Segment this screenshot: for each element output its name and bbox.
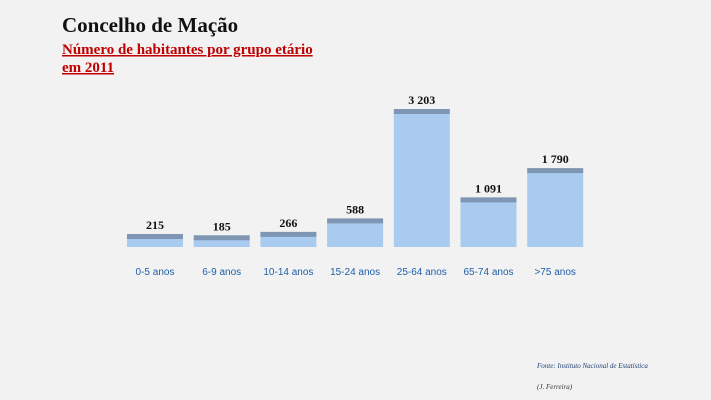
bar [193, 239, 250, 247]
bar-cap [260, 231, 317, 237]
bar-cap [527, 168, 584, 174]
x-tick-label: 65-74 anos [463, 267, 513, 278]
value-label: 1 790 [542, 152, 569, 166]
bar-cap [193, 235, 250, 241]
x-tick-label: >75 anos [534, 267, 575, 278]
bar-cap [127, 234, 183, 240]
value-label: 3 203 [408, 93, 435, 107]
bar [260, 235, 317, 247]
bar [127, 238, 183, 247]
bar [527, 172, 584, 247]
bar [460, 201, 517, 247]
chart-subtitle: Número de habitantes por grupo etário [62, 42, 313, 58]
value-label: 185 [213, 219, 231, 233]
value-label: 588 [346, 202, 364, 216]
source: Fonte: Instituto Nacional de Estatística [536, 362, 648, 370]
x-tick-label: 6-9 anos [202, 267, 241, 278]
x-tick-label: 0-5 anos [136, 267, 175, 278]
bar-cap [460, 197, 517, 203]
bar [393, 113, 450, 247]
value-label: 215 [146, 218, 164, 232]
value-label: 266 [279, 216, 297, 230]
chart-subtitle: em 2011 [62, 60, 114, 76]
x-tick-label: 25-64 anos [397, 267, 447, 278]
bar-cap [327, 218, 384, 224]
value-label: 1 091 [475, 181, 502, 195]
bar-cap [393, 109, 450, 114]
bar [327, 222, 384, 247]
x-tick-label: 15-24 anos [330, 267, 380, 278]
x-tick-label: 10-14 anos [263, 267, 313, 278]
author: (J. Ferreira) [537, 383, 573, 391]
chart-title: Concelho de Mação [62, 13, 238, 37]
